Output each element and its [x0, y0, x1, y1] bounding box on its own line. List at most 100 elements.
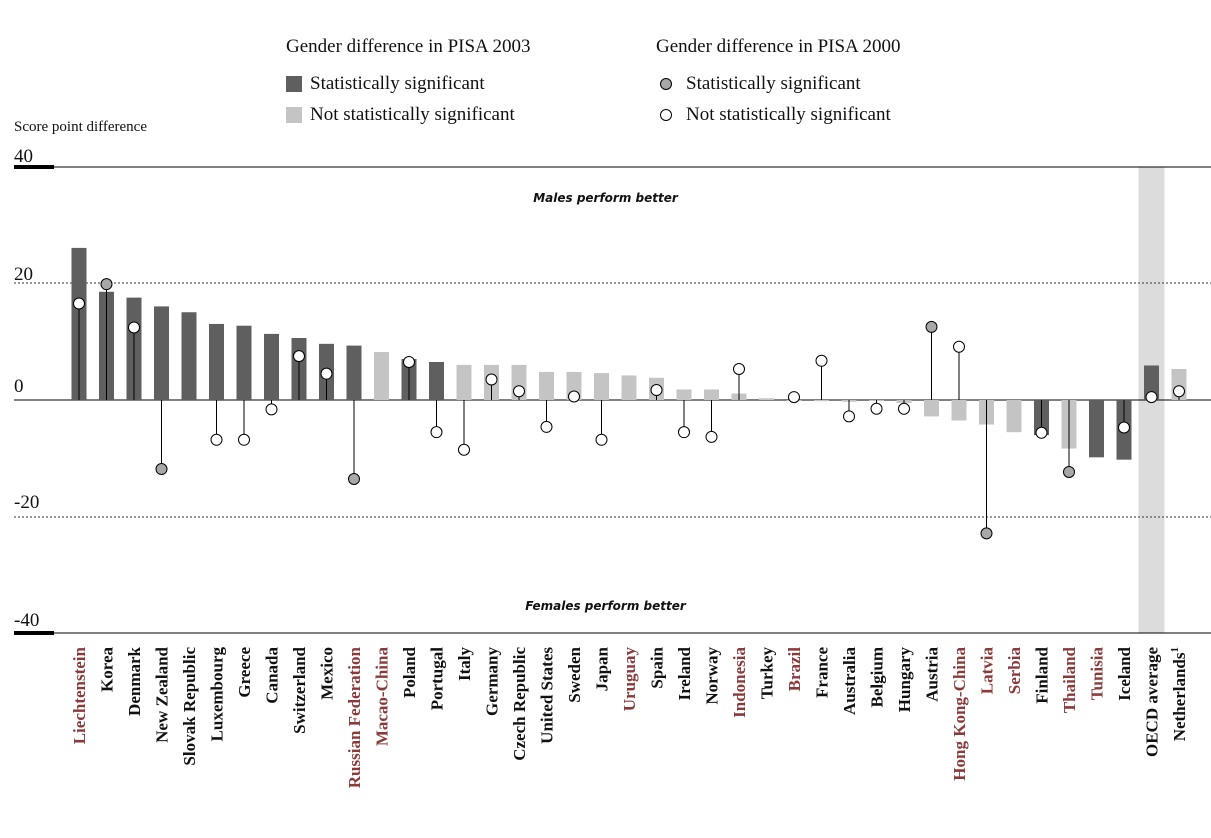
legend-heading-2000: Gender difference in PISA 2000	[656, 36, 901, 57]
bar-2003	[951, 400, 967, 421]
category-label: Ireland	[675, 646, 694, 700]
marker-2000	[1145, 391, 1158, 404]
bar-2003	[704, 389, 719, 400]
marker-2000	[980, 527, 993, 540]
category-label: Finland	[1033, 646, 1052, 703]
category-footnote-mark: 1	[1169, 647, 1181, 653]
legend-label-sig-2003: Statistically significant	[310, 73, 485, 94]
category-label: Slovak Republic	[180, 647, 199, 766]
marker-2000	[238, 433, 250, 446]
legend-swatch-nonsignificant-2003	[286, 107, 302, 123]
category-label: Portugal	[428, 647, 447, 711]
category-label: Netherlands1	[1169, 647, 1189, 741]
category-label: New Zealand	[153, 646, 172, 742]
y-tick-20: 20	[14, 264, 33, 285]
bar-2003	[374, 352, 389, 400]
y-tick-minus-20: -20	[14, 492, 40, 513]
category-label: Serbia	[1005, 647, 1024, 695]
bar-2003	[539, 371, 554, 400]
legend-heading-2003: Gender difference in PISA 2003	[286, 36, 531, 57]
legend-label-nonsig-2000: Not statistically significant	[686, 104, 891, 125]
bar-2003	[1089, 400, 1104, 458]
marker-2000	[705, 430, 718, 443]
category-label: Switzerland	[290, 646, 309, 733]
legend-label-nonsig-2003: Not statistically significant	[310, 104, 515, 125]
legend-label-sig-2000: Statistically significant	[686, 73, 861, 94]
annotation-males-better: Males perform better	[533, 191, 678, 205]
marker-2000	[485, 373, 498, 386]
marker-2000	[403, 355, 415, 368]
category-label: Poland	[400, 646, 419, 698]
bar-2003	[1006, 400, 1022, 433]
legend-dot-nonsignificant-2000	[660, 109, 672, 121]
category-label: Indonesia	[730, 647, 749, 718]
marker-2000	[733, 362, 745, 375]
marker-2000	[430, 426, 443, 439]
legend-item-nonsig-2000: Not statistically significant	[656, 104, 891, 126]
bar-2003	[429, 361, 444, 400]
marker-2000	[540, 420, 553, 433]
category-label: Mexico	[318, 647, 337, 700]
category-label: Japan	[593, 646, 612, 691]
legend-item-sig-2000: Statistically significant	[656, 73, 861, 95]
bar-2003	[236, 325, 252, 400]
category-label: Germany	[483, 647, 502, 716]
bar-2003	[676, 389, 692, 400]
marker-2000	[953, 340, 965, 353]
marker-2000	[293, 350, 305, 363]
category-label: Russian Federation	[345, 646, 364, 788]
category-label: Iceland	[1115, 646, 1134, 700]
bar-2003	[759, 398, 774, 400]
marker-2000	[513, 385, 525, 398]
category-label: Sweden	[565, 646, 584, 702]
bar-2003	[264, 333, 279, 400]
marker-2000	[898, 402, 910, 415]
category-label: Latvia	[978, 647, 997, 695]
marker-2000	[458, 443, 470, 456]
category-label: Italy	[455, 647, 474, 682]
category-label: OECD average	[1143, 647, 1162, 757]
marker-2000	[843, 410, 855, 423]
marker-2000	[678, 426, 690, 439]
marker-2000	[73, 297, 85, 310]
marker-2000	[925, 320, 938, 333]
category-label: Korea	[98, 647, 117, 693]
category-label: Liechtenstein	[70, 646, 89, 744]
category-label: Uruguay	[620, 647, 639, 712]
y-tick-0: 0	[14, 376, 24, 397]
marker-2000	[320, 367, 333, 380]
marker-2000	[788, 391, 800, 404]
marker-2000	[1063, 465, 1075, 478]
y-tick-minus-40: -40	[14, 610, 40, 631]
bar-2003	[456, 364, 472, 400]
marker-2000	[870, 402, 883, 415]
category-label: Brazil	[785, 647, 804, 692]
y-axis-title: Score point difference	[14, 119, 148, 135]
category-label: France	[813, 647, 832, 698]
category-label: Luxembourg	[208, 647, 227, 742]
category-label: Czech Republic	[510, 647, 529, 761]
legend-dot-significant-2000	[660, 78, 672, 90]
marker-2000	[1173, 385, 1185, 398]
marker-2000	[155, 463, 168, 476]
legend-item-sig-2003: Statistically significant	[286, 73, 485, 95]
category-label: Belgium	[868, 647, 887, 707]
category-label: Tunisia	[1088, 647, 1107, 701]
marker-2000	[568, 390, 580, 403]
annotation-females-better: Females perform better	[525, 599, 686, 613]
bar-2003	[621, 375, 637, 400]
y-tick-40: 40	[14, 146, 33, 167]
bar-2003	[924, 400, 939, 417]
category-label: Hong Kong-China	[950, 647, 969, 781]
category-label: United States	[538, 647, 557, 744]
category-label: Canada	[263, 647, 282, 704]
y-axis-cap-bottom	[14, 631, 54, 635]
marker-2000	[265, 403, 278, 416]
marker-2000	[650, 384, 663, 397]
bar-2003	[346, 345, 362, 400]
y-axis-cap-top	[14, 165, 54, 169]
category-label: Australia	[840, 647, 859, 716]
marker-2000	[128, 321, 140, 334]
